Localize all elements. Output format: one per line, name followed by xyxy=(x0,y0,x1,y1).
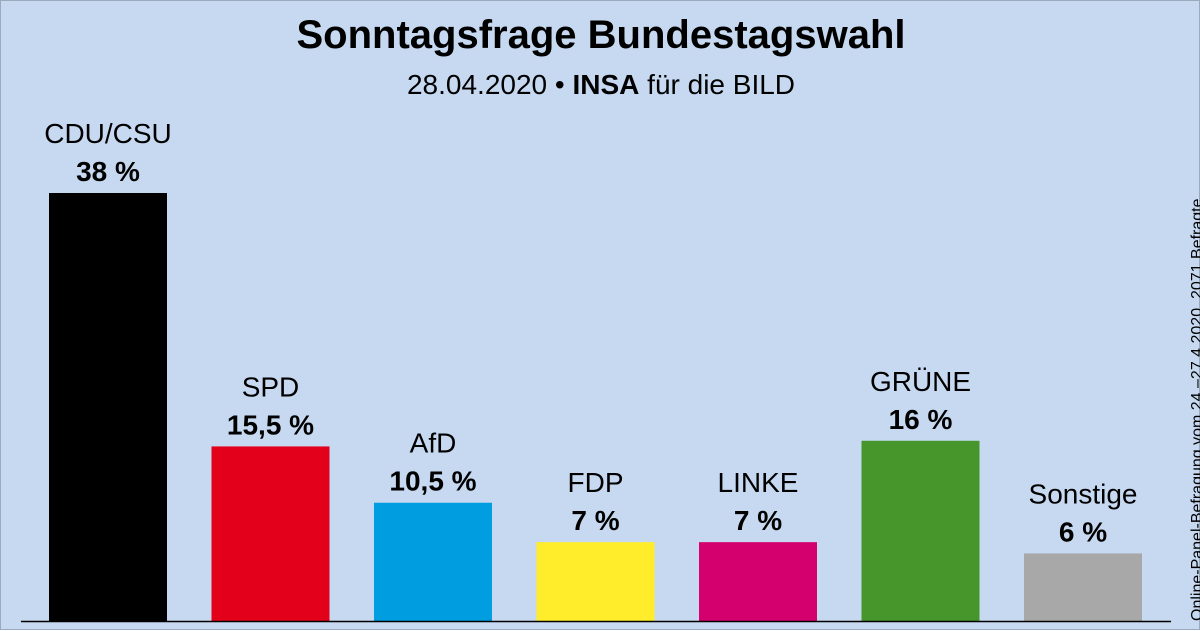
value-label-afd: 10,5 % xyxy=(389,466,476,497)
category-label-spd: SPD xyxy=(242,371,300,402)
value-label-fdp: 7 % xyxy=(571,505,619,536)
poll-client: für die BILD xyxy=(647,69,796,100)
category-label-sonstige: Sonstige xyxy=(1029,478,1138,509)
poll-institute: INSA xyxy=(572,69,640,100)
bar-cdu-csu xyxy=(49,193,167,621)
bar-afd xyxy=(374,502,492,621)
bar-gruene xyxy=(861,440,980,621)
poll-date: 28.04.2020 xyxy=(406,69,548,100)
category-label-cdu-csu: CDU/CSU xyxy=(44,118,172,149)
category-label-gruene: GRÜNE xyxy=(870,366,971,397)
value-label-spd: 15,5 % xyxy=(227,409,314,440)
category-label-linke: LINKE xyxy=(718,467,799,498)
separator-bullet: • xyxy=(554,69,565,100)
survey-footnote: Online-Panel-Befragung vom 24.–27.4.2020… xyxy=(1189,198,1200,621)
bar-fdp xyxy=(536,542,655,621)
category-label-afd: AfD xyxy=(410,428,457,459)
bar-sonstige xyxy=(1024,553,1142,621)
value-label-sonstige: 6 % xyxy=(1059,516,1107,547)
value-label-linke: 7 % xyxy=(734,505,782,536)
value-label-cdu-csu: 38 % xyxy=(76,156,140,187)
category-label-fdp: FDP xyxy=(568,467,624,498)
value-label-gruene: 16 % xyxy=(889,404,953,435)
bar-spd xyxy=(211,446,330,621)
chart-title: Sonntagsfrage Bundestagswahl xyxy=(296,13,906,57)
bar-linke xyxy=(699,542,817,621)
chart-subtitle: 28.04.2020 • INSA für die BILD xyxy=(1,69,1200,101)
